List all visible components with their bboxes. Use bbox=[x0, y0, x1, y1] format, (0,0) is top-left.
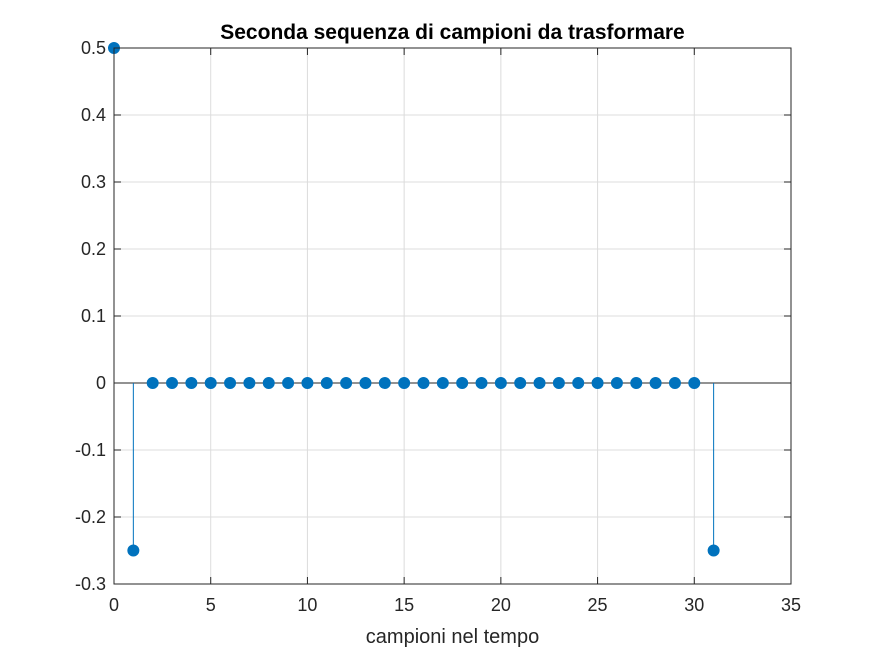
y-tick-label: 0 bbox=[96, 373, 106, 393]
y-tick-label: -0.3 bbox=[75, 574, 106, 594]
stem-marker bbox=[127, 544, 140, 557]
stem-marker bbox=[185, 377, 198, 389]
stem-marker bbox=[436, 377, 449, 389]
x-tick-label: 20 bbox=[491, 595, 511, 615]
grid-layer bbox=[113, 47, 792, 585]
ticks-layer bbox=[113, 47, 792, 585]
stem-marker bbox=[591, 377, 604, 389]
y-tick-label: 0.5 bbox=[81, 38, 106, 58]
y-tick-label: 0.3 bbox=[81, 172, 106, 192]
stem-marker bbox=[494, 377, 507, 389]
stem-marker bbox=[475, 377, 488, 389]
stem-marker bbox=[262, 377, 275, 389]
stem-marker bbox=[204, 377, 217, 389]
stem-marker bbox=[649, 377, 662, 389]
stem-marker bbox=[378, 377, 391, 389]
x-tick-label: 30 bbox=[684, 595, 704, 615]
stem-marker bbox=[514, 377, 527, 389]
x-tick-label: 0 bbox=[109, 595, 119, 615]
tick-labels-layer: 0 5 10 15 20 25 30 35 -0.3 -0.2 -0.1 0 0.1 0.2 0.3 0.4 0… bbox=[75, 38, 801, 615]
stem-marker bbox=[166, 377, 179, 389]
stem-marker bbox=[552, 377, 565, 389]
y-tick-label: 0.4 bbox=[81, 105, 106, 125]
stem-marker bbox=[340, 377, 353, 389]
stem-marker bbox=[301, 377, 314, 389]
stem-marker bbox=[224, 377, 237, 389]
y-tick-label: -0.2 bbox=[75, 507, 106, 527]
stem-marker bbox=[320, 377, 333, 389]
x-tick-label: 10 bbox=[297, 595, 317, 615]
stem-marker bbox=[572, 377, 585, 389]
stem-marker bbox=[610, 377, 623, 389]
y-tick-label: 0.1 bbox=[81, 306, 106, 326]
stem-marker bbox=[146, 377, 159, 389]
stem-marker bbox=[359, 377, 372, 389]
x-tick-label: 35 bbox=[781, 595, 801, 615]
stems-layer bbox=[108, 42, 720, 557]
y-tick-label: 0.2 bbox=[81, 239, 106, 259]
stem-marker bbox=[707, 544, 720, 557]
stem-marker bbox=[398, 377, 411, 389]
x-axis-label: campioni nel tempo bbox=[366, 626, 539, 648]
stem-marker bbox=[533, 377, 546, 389]
stem-marker bbox=[417, 377, 430, 389]
stem-marker bbox=[688, 377, 701, 389]
x-tick-label: 5 bbox=[206, 595, 216, 615]
stem-marker bbox=[456, 377, 469, 389]
stem-marker bbox=[630, 377, 643, 389]
x-tick-label: 25 bbox=[588, 595, 608, 615]
y-tick-label: -0.1 bbox=[75, 440, 106, 460]
stem-marker bbox=[282, 377, 295, 389]
stem-marker bbox=[243, 377, 256, 389]
x-tick-label: 15 bbox=[394, 595, 414, 615]
stem-marker bbox=[668, 377, 681, 389]
chart-title: Seconda sequenza di campioni da trasform… bbox=[220, 21, 684, 44]
